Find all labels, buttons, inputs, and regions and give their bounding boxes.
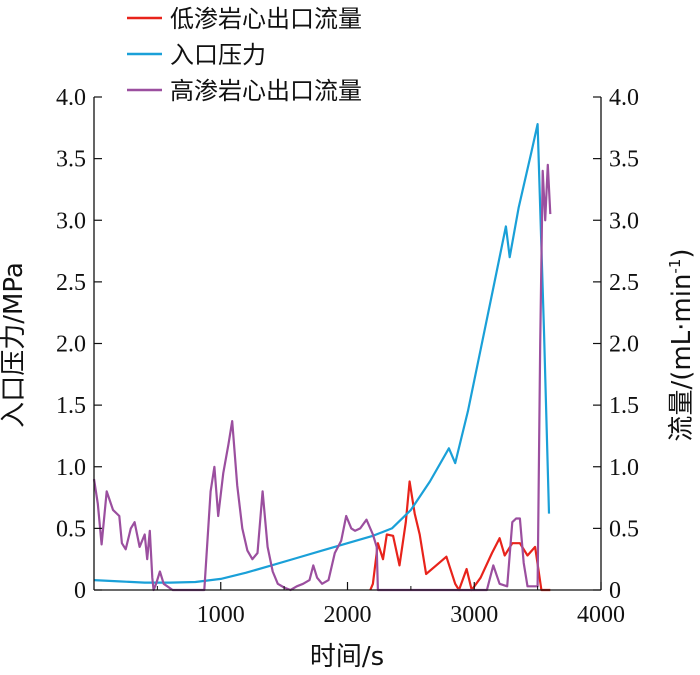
y-left-tick-label: 3.0 [56,208,86,234]
x-tick-label: 4000 [577,602,625,628]
y-axis-right-title-sup: -1 [666,259,684,274]
y-left-tick-label: 1.5 [56,393,86,419]
x-tick-label: 3000 [450,602,498,628]
y-right-tick-label: 1.5 [609,393,639,419]
series-layer [92,122,552,592]
y-left-tick-label: 4.0 [56,85,86,111]
y-right-tick-label: 3.5 [609,147,639,173]
y-left-tick-label: 1.0 [56,455,86,481]
y-left-tick-label: 3.5 [56,147,86,173]
legend-label-2: 入口压力 [170,41,266,69]
y-axis-right-title-close: ) [667,248,697,258]
y-right-tick-label: 1.0 [609,455,639,481]
x-axis-title: 时间/s [310,642,384,672]
series-line-1 [369,480,551,592]
x-tick-label: 2000 [324,602,372,628]
legend-label-3: 高渗岩心出口流量 [170,77,362,105]
y-left-tick-label: 0.5 [56,516,86,542]
y-axis-right-title-main: 流量/(mL·min [667,274,697,442]
y-right-tick-label: 0 [609,578,621,604]
x-tick-label: 1000 [197,602,245,628]
y-left-tick-label: 2.5 [56,270,86,296]
y-right-tick-label: 2.0 [609,332,639,358]
y-left-tick-label: 0 [74,578,86,604]
y-right-tick-label: 4.0 [609,85,639,111]
y-axis-right-title: 流量/(mL·min-1) [666,248,697,441]
y-right-tick-label: 3.0 [609,208,639,234]
y-axis-left-title: 入口压力/MPa [0,262,29,428]
y-left-tick-label: 2.0 [56,332,86,358]
series-line-2 [93,122,551,584]
legend-label-1: 低渗岩心出口流量 [170,5,362,33]
y-right-tick-label: 2.5 [609,270,639,296]
y-right-tick-label: 0.5 [609,516,639,542]
series-line-3 [92,163,552,592]
